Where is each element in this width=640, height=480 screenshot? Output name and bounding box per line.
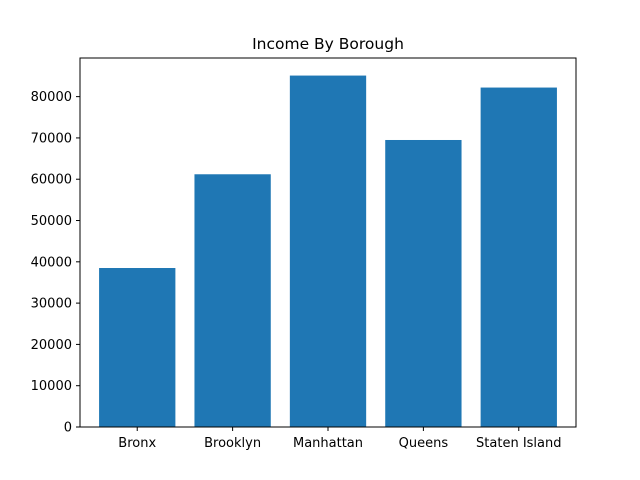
x-tick-label-manhattan: Manhattan [293,436,363,451]
plot-frame [79,57,577,428]
x-axis-ticks: Bronx Brooklyn Manhattan Queens Staten Islan… [118,427,562,451]
x-tick-label-bronx: Bronx [118,436,156,451]
x-tick-label-brooklyn: Brooklyn [204,436,261,451]
bar-manhattan [289,75,367,427]
bar-queens [385,139,462,428]
y-tick-label: 10000 [31,379,72,394]
y-tick-label: 60000 [31,173,72,188]
x-tick-label-staten-island: Staten Island [476,436,561,451]
bar-brooklyn [194,174,271,427]
x-tick-label-queens: Queens [399,436,449,451]
y-tick-label: 80000 [31,90,72,105]
y-tick-label: 0 [64,421,72,436]
y-tick-label: 50000 [31,214,72,229]
y-axis-ticks: 0 10000 20000 30000 40000 50000 60000 70000 8000… [31,90,80,436]
y-tick-label: 30000 [31,297,72,312]
chart-title: Income By Borough [252,35,404,53]
y-tick-label: 20000 [31,338,72,353]
bars-group [99,75,557,428]
y-tick-label: 40000 [31,255,72,270]
bar-staten-island [480,87,557,428]
bar-bronx [99,268,176,427]
y-tick-label: 70000 [31,131,72,146]
